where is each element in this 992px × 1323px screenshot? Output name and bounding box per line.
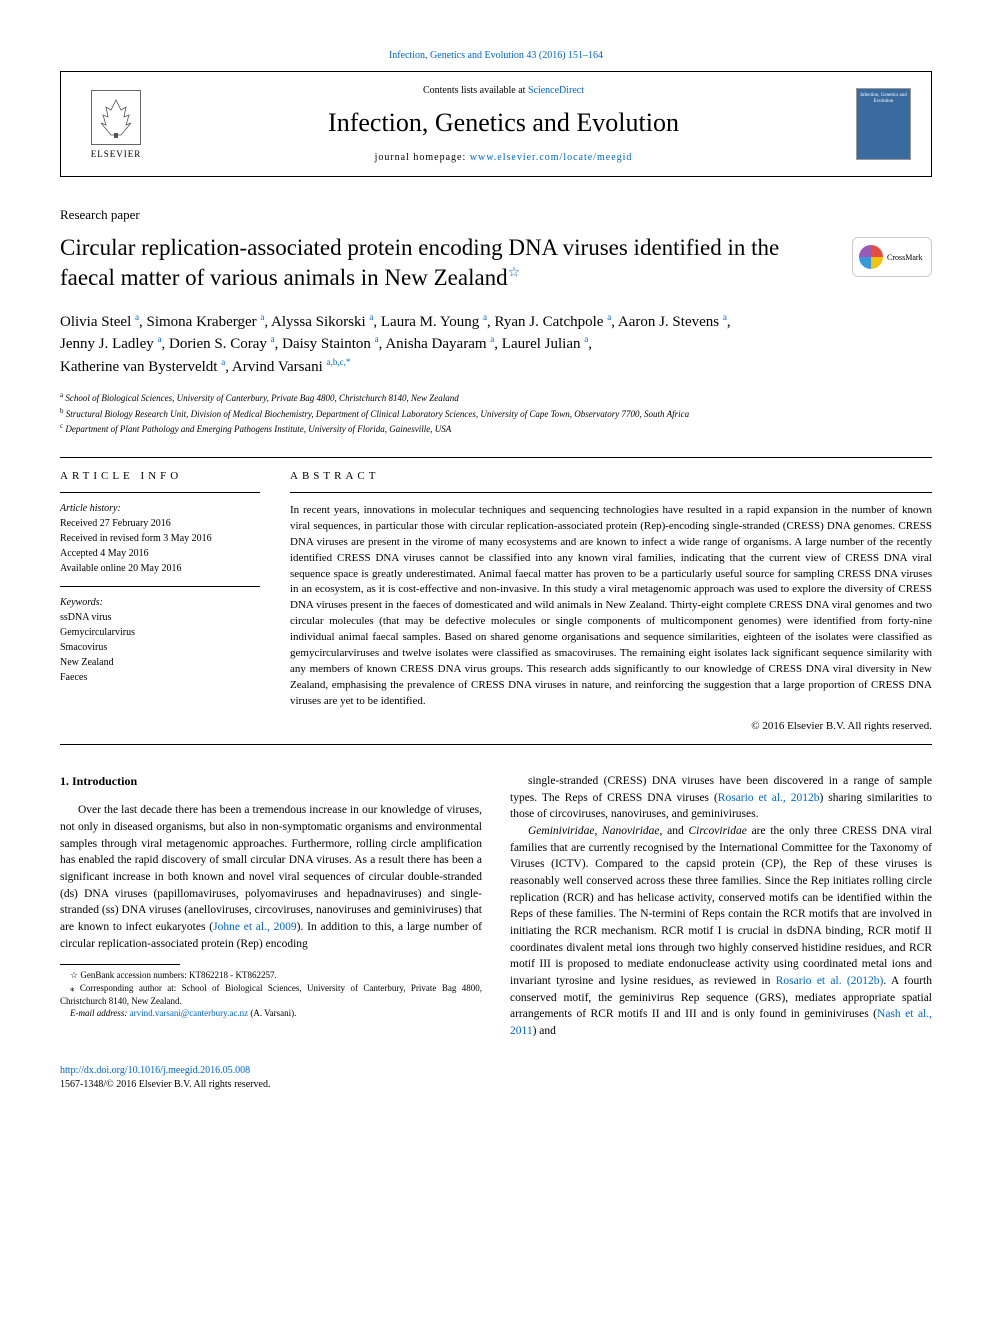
authors-list: Olivia Steel a, Simona Kraberger a, Alys… <box>60 311 932 379</box>
author-affil-sup[interactable]: a <box>221 357 225 367</box>
publisher-name: ELSEVIER <box>91 149 142 159</box>
sciencedirect-link[interactable]: ScienceDirect <box>528 85 584 96</box>
keyword: Faeces <box>60 670 260 685</box>
authors-line-1: Olivia Steel a, Simona Kraberger a, Alys… <box>60 311 932 334</box>
journal-citation[interactable]: Infection, Genetics and Evolution 43 (20… <box>60 50 932 61</box>
keyword: ssDNA virus <box>60 610 260 625</box>
page-footer: http://dx.doi.org/10.1016/j.meegid.2016.… <box>60 1064 932 1092</box>
author-affil-sup[interactable]: a <box>483 312 487 322</box>
affiliation-b: b Structural Biology Research Unit, Divi… <box>60 406 932 422</box>
publisher-logo: ELSEVIER <box>81 84 151 164</box>
keyword: Smacovirus <box>60 640 260 655</box>
corresponding-author-mark[interactable]: * <box>346 357 351 367</box>
email-link[interactable]: arvind.varsani@canterbury.ac.nz <box>130 1008 248 1018</box>
journal-name: Infection, Genetics and Evolution <box>151 108 856 138</box>
keyword: Gemycircularvirus <box>60 625 260 640</box>
abstract-copyright: © 2016 Elsevier B.V. All rights reserved… <box>290 720 932 732</box>
article-info-heading: article info <box>60 470 260 482</box>
crossmark-icon <box>859 245 883 269</box>
footnote-genbank: ☆ GenBank accession numbers: KT862218 - … <box>60 969 482 982</box>
article-info-column: article info Article history: Received 2… <box>60 470 260 732</box>
citation-link[interactable]: Rosario et al. (2012b) <box>776 975 884 987</box>
info-divider <box>60 586 260 587</box>
author-affil-sup[interactable]: a <box>260 312 264 322</box>
citation-link[interactable]: Rosario et al., 2012b <box>718 792 820 804</box>
paper-type: Research paper <box>60 207 932 223</box>
abstract-heading: abstract <box>290 470 932 482</box>
body-paragraph: single-stranded (CRESS) DNA viruses have… <box>510 773 932 823</box>
homepage-link[interactable]: www.elsevier.com/locate/meegid <box>470 152 633 163</box>
keywords-title: Keywords: <box>60 597 260 608</box>
body-paragraph: Geminiviridae, Nanoviridae, and Circovir… <box>510 823 932 1040</box>
author-affil-sup[interactable]: a <box>375 334 379 344</box>
history-line: Received in revised form 3 May 2016 <box>60 531 260 546</box>
info-divider <box>60 492 260 493</box>
author-affil-sup[interactable]: a <box>490 334 494 344</box>
crossmark-badge[interactable]: CrossMark <box>852 237 932 277</box>
crossmark-label: CrossMark <box>887 253 923 262</box>
paper-title: Circular replication-associated protein … <box>60 233 832 293</box>
author-affil-sup[interactable]: a <box>157 334 161 344</box>
issn-copyright: 1567-1348/© 2016 Elsevier B.V. All right… <box>60 1078 932 1092</box>
section-divider <box>60 457 932 458</box>
section-divider <box>60 744 932 745</box>
affiliations: a School of Biological Sciences, Univers… <box>60 390 932 437</box>
journal-cover-thumbnail: Infection, Genetics and Evolution <box>856 88 911 160</box>
affiliation-a: a School of Biological Sciences, Univers… <box>60 390 932 406</box>
journal-homepage: journal homepage: www.elsevier.com/locat… <box>151 152 856 163</box>
author-affil-sup[interactable]: a <box>369 312 373 322</box>
history-line: Received 27 February 2016 <box>60 516 260 531</box>
footnotes: ☆ GenBank accession numbers: KT862218 - … <box>60 969 482 1019</box>
author-affil-sup[interactable]: a <box>584 334 588 344</box>
history-body: Received 27 February 2016 Received in re… <box>60 516 260 576</box>
author-affil-sup[interactable]: a <box>135 312 139 322</box>
citation-link[interactable]: Nash et al., 2011 <box>510 1008 932 1037</box>
authors-line-2: Jenny J. Ladley a, Dorien S. Coray a, Da… <box>60 333 932 356</box>
section-1-heading: 1. Introduction <box>60 773 482 790</box>
keyword: New Zealand <box>60 655 260 670</box>
doi-link[interactable]: http://dx.doi.org/10.1016/j.meegid.2016.… <box>60 1065 250 1076</box>
abstract-text: In recent years, innovations in molecula… <box>290 503 932 710</box>
history-line: Accepted 4 May 2016 <box>60 546 260 561</box>
cover-title: Infection, Genetics and Evolution <box>857 93 910 105</box>
author-affil-sup[interactable]: a <box>607 312 611 322</box>
main-body: 1. Introduction Over the last decade the… <box>60 773 932 1040</box>
body-paragraph: Over the last decade there has been a tr… <box>60 802 482 952</box>
affiliation-c: c Department of Plant Pathology and Emer… <box>60 421 932 437</box>
author-affil-sup[interactable]: a,b,c, <box>327 357 346 367</box>
abstract-column: abstract In recent years, innovations in… <box>290 470 932 732</box>
keywords-body: ssDNA virus Gemycircularvirus Smacovirus… <box>60 610 260 685</box>
elsevier-tree-icon <box>91 90 141 145</box>
author-affil-sup[interactable]: a <box>271 334 275 344</box>
contents-available: Contents lists available at ScienceDirec… <box>151 85 856 96</box>
info-divider <box>290 492 932 493</box>
footnote-email: E-mail address: arvind.varsani@canterbur… <box>60 1007 482 1020</box>
authors-line-3: Katherine van Bysterveldt a, Arvind Vars… <box>60 356 932 379</box>
journal-header: ELSEVIER Contents lists available at Sci… <box>60 71 932 177</box>
footnote-corresponding: ⁎ Corresponding author at: School of Bio… <box>60 982 482 1007</box>
title-footnote-star[interactable]: ☆ <box>508 265 521 280</box>
footnote-divider <box>60 964 180 965</box>
author-affil-sup[interactable]: a <box>723 312 727 322</box>
citation-link[interactable]: Johne et al., 2009 <box>213 921 297 933</box>
history-title: Article history: <box>60 503 260 514</box>
history-line: Available online 20 May 2016 <box>60 561 260 576</box>
